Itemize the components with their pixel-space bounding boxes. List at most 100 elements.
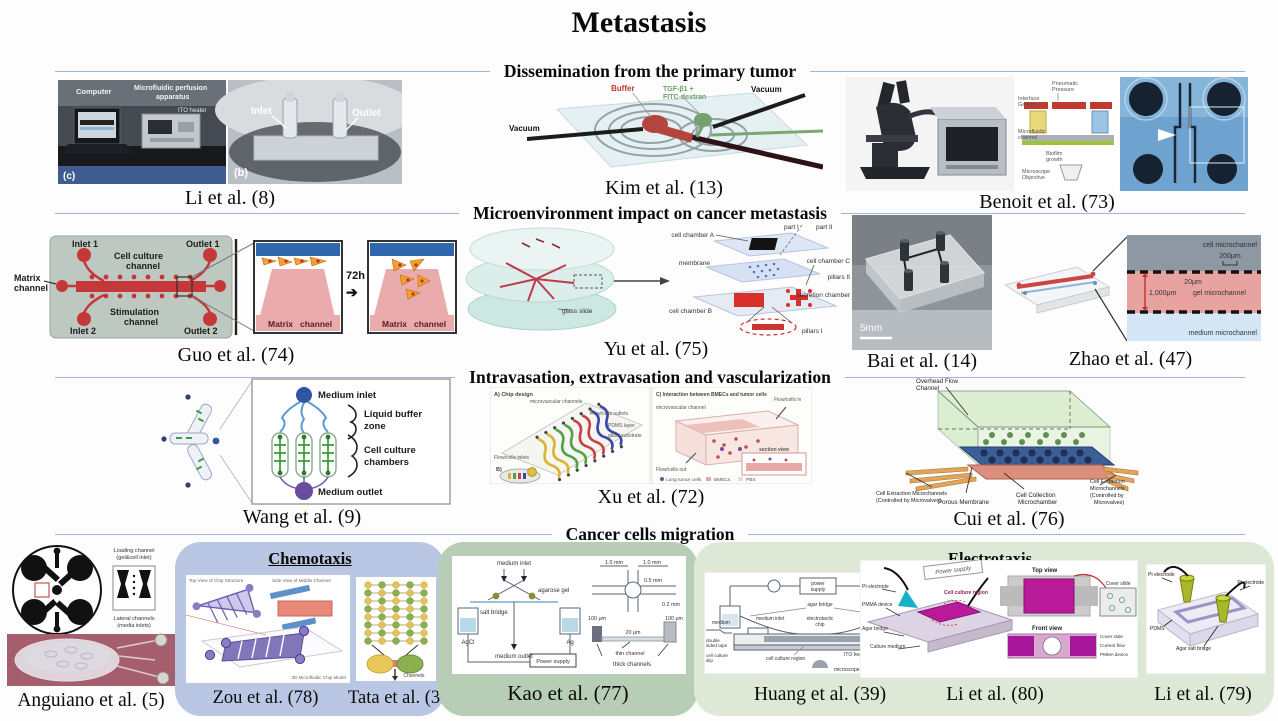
divider-line [55, 70, 490, 72]
kao-mm10a-label: 1.0 mm [605, 560, 623, 566]
lateral-label-2: (media inlets) [117, 623, 151, 629]
agarose-dot [492, 592, 500, 600]
divider-line [55, 533, 552, 535]
panel-zou78: Top View of Chip Structure Side View of … [186, 575, 350, 683]
caption-guo74: Guo et al. (74) [177, 344, 295, 366]
panel-wang9: Medium inlet Liquid buffer zone Cell cul… [152, 377, 452, 506]
section-view-label: section view [759, 447, 789, 453]
caption-zhao47: Zhao et al. (47) [1068, 348, 1193, 370]
li80-top-view-label: Top view [1032, 568, 1058, 574]
divider-line [55, 376, 456, 378]
huang-slip-label-2: slip [706, 658, 713, 663]
caption-cui76: Cui et al. (76) [953, 508, 1065, 530]
li79-schematic: Pt electrode Pt electrode PDMS Agar salt… [1146, 564, 1266, 674]
flow-out-label: Flow/cells out [656, 467, 687, 473]
inlet1-label: Inlet 1 [72, 239, 98, 249]
legend-pbs: PBS [746, 477, 756, 483]
mv-channel-label: microvascular channel [656, 405, 706, 411]
kao-salt-label: salt bridge [480, 610, 508, 616]
channel-inset-illustration [112, 565, 156, 611]
li80-front-view-label: Front view [1032, 626, 1062, 632]
huang-inlet-label: medium inlet [756, 616, 785, 622]
chip-channels [56, 248, 226, 326]
cell-microchannel-label: cell microchannel [1203, 242, 1258, 249]
laptop-illustration [62, 107, 134, 154]
huang-tape-label-2: sided tape [706, 643, 728, 648]
panel-bai14: 5mm [852, 215, 992, 350]
part2-label: part II [816, 224, 833, 231]
biofilm-channel [1022, 141, 1114, 145]
huang-power-label-1: power [811, 581, 825, 587]
kao-outlet-label: medium outlet [495, 654, 533, 660]
scale-bar-label: 5mm [860, 323, 882, 334]
medium-inlet-port [296, 387, 312, 403]
buffer-zone-label-2: zone [364, 421, 386, 432]
huang-power-label-2: supply [811, 587, 826, 593]
caption-bai14: Bai et al. (14) [867, 350, 977, 372]
section-dissemination: Dissemination from the primary tumor [55, 59, 1245, 83]
matrix-sq1-label-b: channel [300, 319, 332, 329]
outlet-label: Outlet [352, 108, 382, 119]
panel-tata38: Channels [356, 577, 436, 681]
channel-cross-section [1127, 235, 1261, 341]
caption-li80: Li et al. (80) [946, 684, 1044, 705]
li80-cover2-label: Cover slide [1100, 634, 1123, 639]
pneumatic-label-2: Pressure [1052, 87, 1074, 93]
chip-photo-illustration [253, 92, 379, 161]
apparatus-label-1: Microfluidic perfusion [134, 85, 207, 92]
li80-power-label: Power supply [935, 566, 972, 576]
medium-microchannel-label: medium microchannel [1189, 330, 1258, 337]
zou78-schematic: Top View of Chip Structure Side View of … [186, 575, 350, 683]
buffer-zone-label-1: Liquid buffer [364, 409, 422, 420]
zoom-square-1: Matrix channel [253, 240, 343, 334]
photo-b-tag: (b) [234, 167, 248, 179]
chamber-c-label: cell chamber C [807, 258, 850, 265]
xu72-schematic: A) Chip design microvascular channels Fl… [490, 387, 812, 484]
chambers-label-2: chambers [364, 457, 409, 468]
caption-wang9: Wang et al. (9) [242, 506, 362, 528]
dish-inset [499, 467, 541, 484]
kao-agcl-label: AgCl [461, 640, 474, 646]
li80-schematic: Power supply Pt electrode Cell culture r… [860, 560, 1138, 678]
acrylic-chip-illustration [864, 231, 986, 313]
pneumatic-label-1: Pneumatic [1052, 81, 1078, 87]
porous-label: Porous Membrane [938, 499, 989, 506]
cell-grid [364, 581, 428, 645]
li80-agar-label: Agar bridge [862, 626, 888, 632]
matrix-label-1: Matrix [14, 273, 41, 283]
pillars1-label: pillars I [802, 328, 823, 335]
secretion-label: secretion chamber [797, 292, 850, 299]
kao-mm02-label: 0.2 mm [662, 602, 680, 608]
section-heading: Dissemination from the primary tumor [503, 60, 797, 81]
overhead-label-1: Overhead Flow [916, 378, 958, 385]
yu75-schematic: glass slide [465, 224, 850, 336]
lateral-label-1: Lateral channels [113, 616, 154, 622]
microscope-glyph [812, 660, 828, 668]
chip-3d-illustration [1003, 266, 1111, 314]
section-heading: Cancer cells migration [565, 523, 735, 544]
channel-trace-left [1173, 83, 1182, 183]
legend-tumor: Lung tumor cells [666, 477, 702, 483]
collection-label-2: Microchamber [1018, 499, 1057, 506]
kao-mm10b-label: 1.0 mm [643, 560, 661, 566]
caption-li79: Li et al. (79) [1154, 684, 1252, 705]
flow-in-label: Flow/cells in [774, 397, 801, 403]
channels-label: Channels [403, 673, 425, 679]
inlet-label: Inlet [251, 106, 272, 117]
panel-xu72: A) Chip design microvascular channels Fl… [490, 387, 812, 484]
section-view-inset [741, 452, 807, 476]
guo74-images: Inlet 1 Outlet 1 Cell culture channel Ma… [14, 235, 457, 339]
kao77-schematic: medium inlet agarose gel salt bridge AgC… [452, 556, 686, 674]
device-3d-view: Power supply [866, 560, 1014, 653]
divider-line [55, 212, 460, 214]
buffer-label: Buffer [611, 84, 635, 93]
panel-li8: Computer Microfluidic perfusion apparatu… [58, 80, 402, 184]
star-device-illustration [161, 394, 220, 488]
kao-thick-label: thick channels [613, 662, 651, 668]
outlets-label: Flow/cells outlets [590, 411, 629, 417]
panel-li79: Pt electrode Pt electrode PDMS Agar salt… [1146, 564, 1266, 674]
brace-buffer [347, 404, 357, 440]
benoit73-images: Pneumatic Pressure Interface Gasket Micr… [846, 77, 1248, 191]
objective-illustration [1059, 164, 1083, 181]
